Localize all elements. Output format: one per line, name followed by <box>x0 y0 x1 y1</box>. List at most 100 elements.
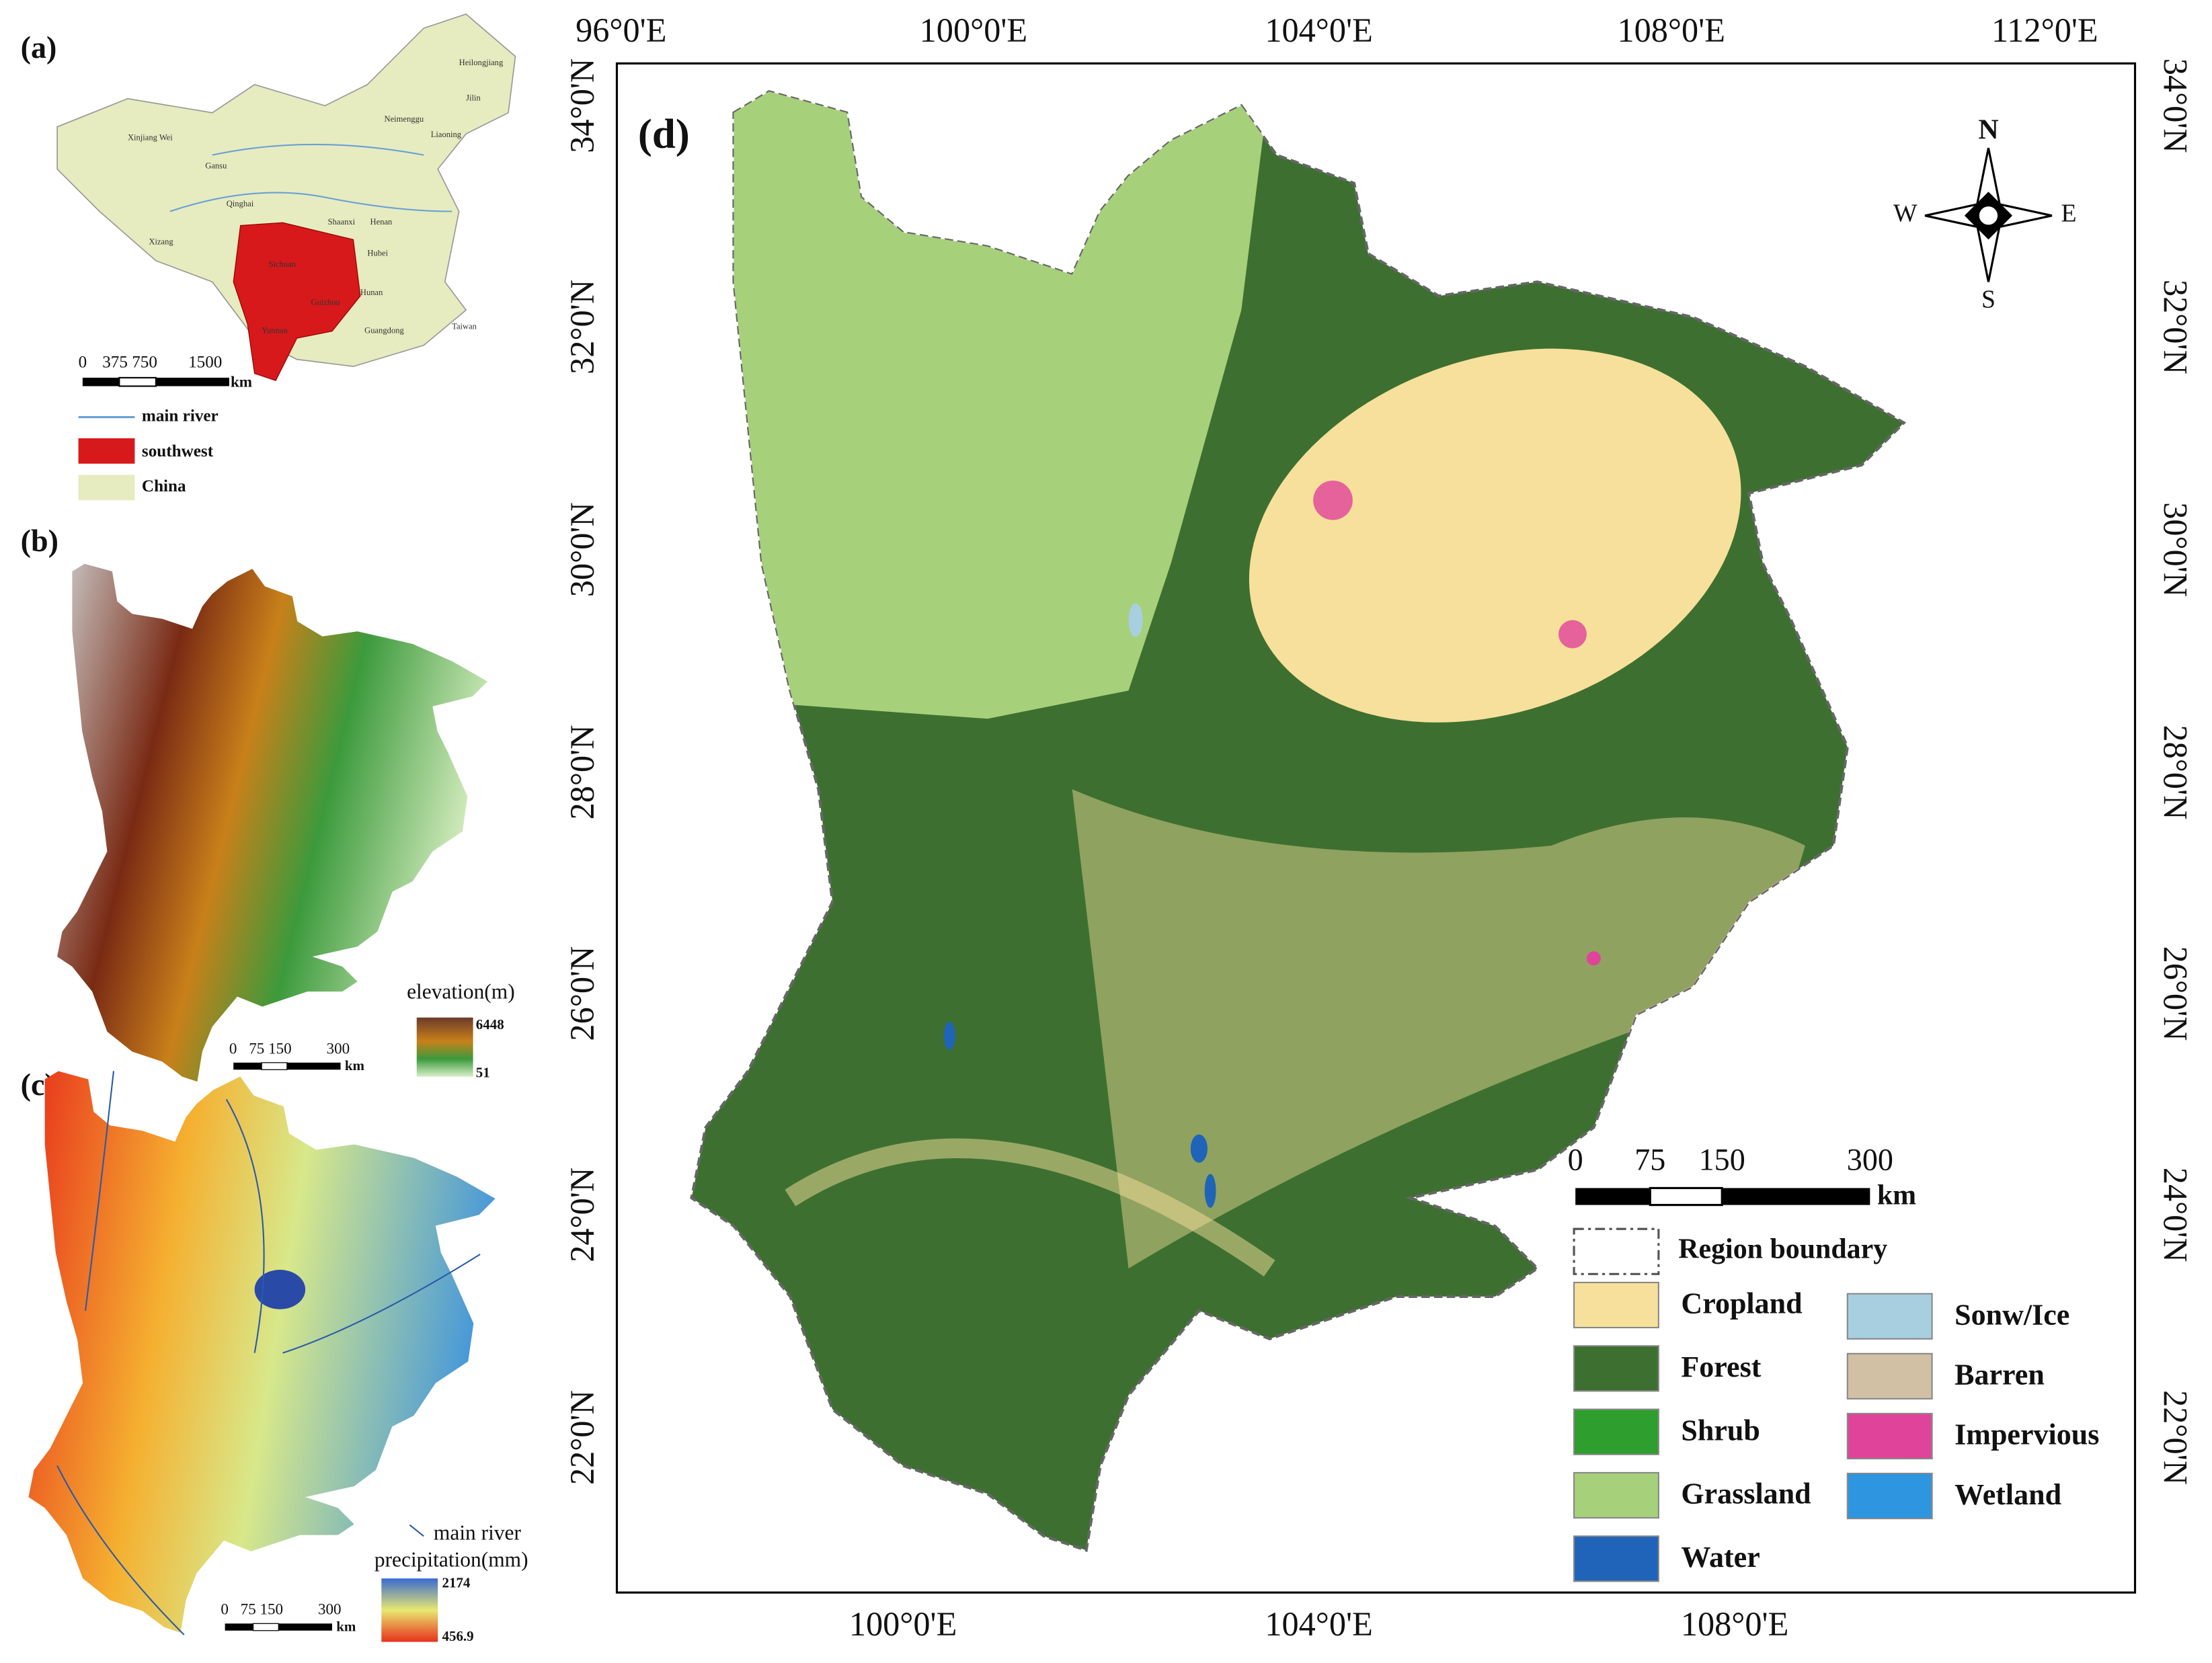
left-lat-label: 28°0'N <box>563 725 601 819</box>
water-area <box>1204 1174 1216 1208</box>
province-name: Hubei <box>367 248 388 257</box>
scale-label: 0 <box>1568 1142 1583 1176</box>
scale-unit: km <box>345 1057 365 1073</box>
legend-max: 6448 <box>476 1016 504 1032</box>
scale-bar <box>155 377 229 387</box>
scale-bar <box>252 1623 279 1631</box>
legend-swatch <box>1846 1293 1933 1340</box>
top-lon-label: 112°0'E <box>1991 11 2098 49</box>
compass-label: W <box>1893 199 1918 227</box>
legend-title: elevation(m) <box>407 979 515 1003</box>
bottom-lon-label: 100°0'E <box>849 1605 957 1643</box>
precipitation-map <box>254 1270 306 1309</box>
river <box>169 143 452 212</box>
snow-area <box>1128 603 1143 637</box>
legend-label: Sonw/Ice <box>1954 1298 2069 1331</box>
scale-bar <box>233 1062 262 1070</box>
scale-label: 75 150 <box>241 1600 283 1618</box>
impervious-area <box>1586 951 1601 966</box>
scale-label: 150 <box>1699 1142 1745 1176</box>
legend-label: Barren <box>1954 1358 2045 1391</box>
legend-label: Wetland <box>1954 1478 2061 1511</box>
province-name: Gansu <box>205 161 227 170</box>
province-name: Heilongjiang <box>459 58 504 67</box>
bottom-lon-label: 104°0'E <box>1265 1605 1373 1643</box>
right-lat-label: 34°0'N <box>2156 58 2194 153</box>
water-area <box>1190 1134 1208 1163</box>
panel-label: (a) <box>21 30 57 65</box>
scale-bar <box>1575 1188 1651 1205</box>
compass-label: E <box>2061 199 2076 227</box>
province-name: Xinjiang Wei <box>128 132 173 142</box>
scale-label: 75 <box>1634 1142 1665 1176</box>
scale-bar <box>261 1062 288 1070</box>
river <box>56 1071 481 1635</box>
province-name: Henan <box>370 217 393 227</box>
top-lon-label: 100°0'E <box>920 11 1027 49</box>
left-lat-label: 30°0'N <box>563 502 601 597</box>
panel-b: (b) elevation(m) 6448 51 0 75 150 300 km <box>21 524 515 1082</box>
province-name: Qinghai <box>227 199 254 208</box>
legend-colorbar <box>381 1578 438 1642</box>
cropland-area <box>1249 348 1741 723</box>
scale-label: 75 150 <box>249 1039 291 1057</box>
water-area <box>943 1022 955 1050</box>
top-lon-label: 108°0'E <box>1617 11 1725 49</box>
legend-label: Forest <box>1681 1350 1761 1383</box>
scale-label: 1500 <box>188 354 222 372</box>
province-name: Guizhou <box>311 298 341 307</box>
cropland-area <box>1072 789 1805 1268</box>
scale-label: 0 <box>221 1600 229 1618</box>
legend-swatch <box>1573 1471 1659 1519</box>
legend-label: China <box>142 477 186 495</box>
southwest-region <box>233 222 361 381</box>
scale-label: 300 <box>1847 1142 1893 1176</box>
legend-min: 456.9 <box>442 1628 473 1644</box>
china-map <box>56 13 516 367</box>
legend-swatch <box>1846 1352 1933 1400</box>
legend-label: Grassland <box>1681 1477 1811 1510</box>
scale-label: 375 750 <box>102 354 157 372</box>
scale-label: 300 <box>318 1600 342 1618</box>
legend-swatch <box>78 475 135 501</box>
compass-rose <box>1977 205 2000 227</box>
left-lat-label: 26°0'N <box>563 946 601 1041</box>
panel-label: (b) <box>21 524 58 558</box>
compass: N S W E <box>1893 115 2077 314</box>
panel-label: (d) <box>638 110 690 157</box>
grassland-area <box>705 91 1270 719</box>
province-name: Guangdong <box>364 326 404 335</box>
scale-bar <box>118 376 157 387</box>
panel-a: (a) Heilongjiang Jilin Neimenggu Liaonin… <box>21 13 516 501</box>
legend-min: 51 <box>476 1064 490 1080</box>
right-lat-label: 30°0'N <box>2156 502 2194 597</box>
legend-swatch <box>1573 1535 1659 1582</box>
province-name: Shaanxi <box>328 217 356 227</box>
legend-label: main river <box>142 407 219 425</box>
legend-swatch <box>1846 1412 1933 1460</box>
province-name: Taiwan <box>452 321 477 331</box>
cropland-area <box>785 1138 1275 1276</box>
compass-label: N <box>1978 115 1998 146</box>
legend-swatch <box>1573 1345 1659 1392</box>
top-lon-label: 96°0'E <box>576 11 666 49</box>
scale-bar <box>82 377 120 387</box>
scale-label: 0 <box>79 354 87 372</box>
scale: 0 75 150 300 km <box>1568 1142 1917 1211</box>
right-lat-label: 32°0'N <box>2156 280 2194 374</box>
land-cover <box>705 91 1805 1276</box>
right-lat-label: 26°0'N <box>2156 946 2194 1041</box>
right-lat-label: 24°0'N <box>2156 1168 2194 1262</box>
right-lat-label: 28°0'N <box>2156 725 2194 819</box>
right-lat-label: 22°0'N <box>2156 1390 2194 1485</box>
legend-swatch <box>1573 1281 1659 1329</box>
scale-bar <box>278 1623 332 1631</box>
scale-unit: km <box>231 373 252 391</box>
impervious-area <box>1558 620 1587 649</box>
province-name: Liaoning <box>431 130 462 139</box>
legend-label: main river <box>434 1520 522 1544</box>
scale-unit: km <box>1877 1180 1916 1211</box>
bottom-lon-label: 108°0'E <box>1681 1605 1788 1643</box>
top-lon-label: 104°0'E <box>1265 11 1373 49</box>
left-lat-label: 32°0'N <box>563 280 601 374</box>
